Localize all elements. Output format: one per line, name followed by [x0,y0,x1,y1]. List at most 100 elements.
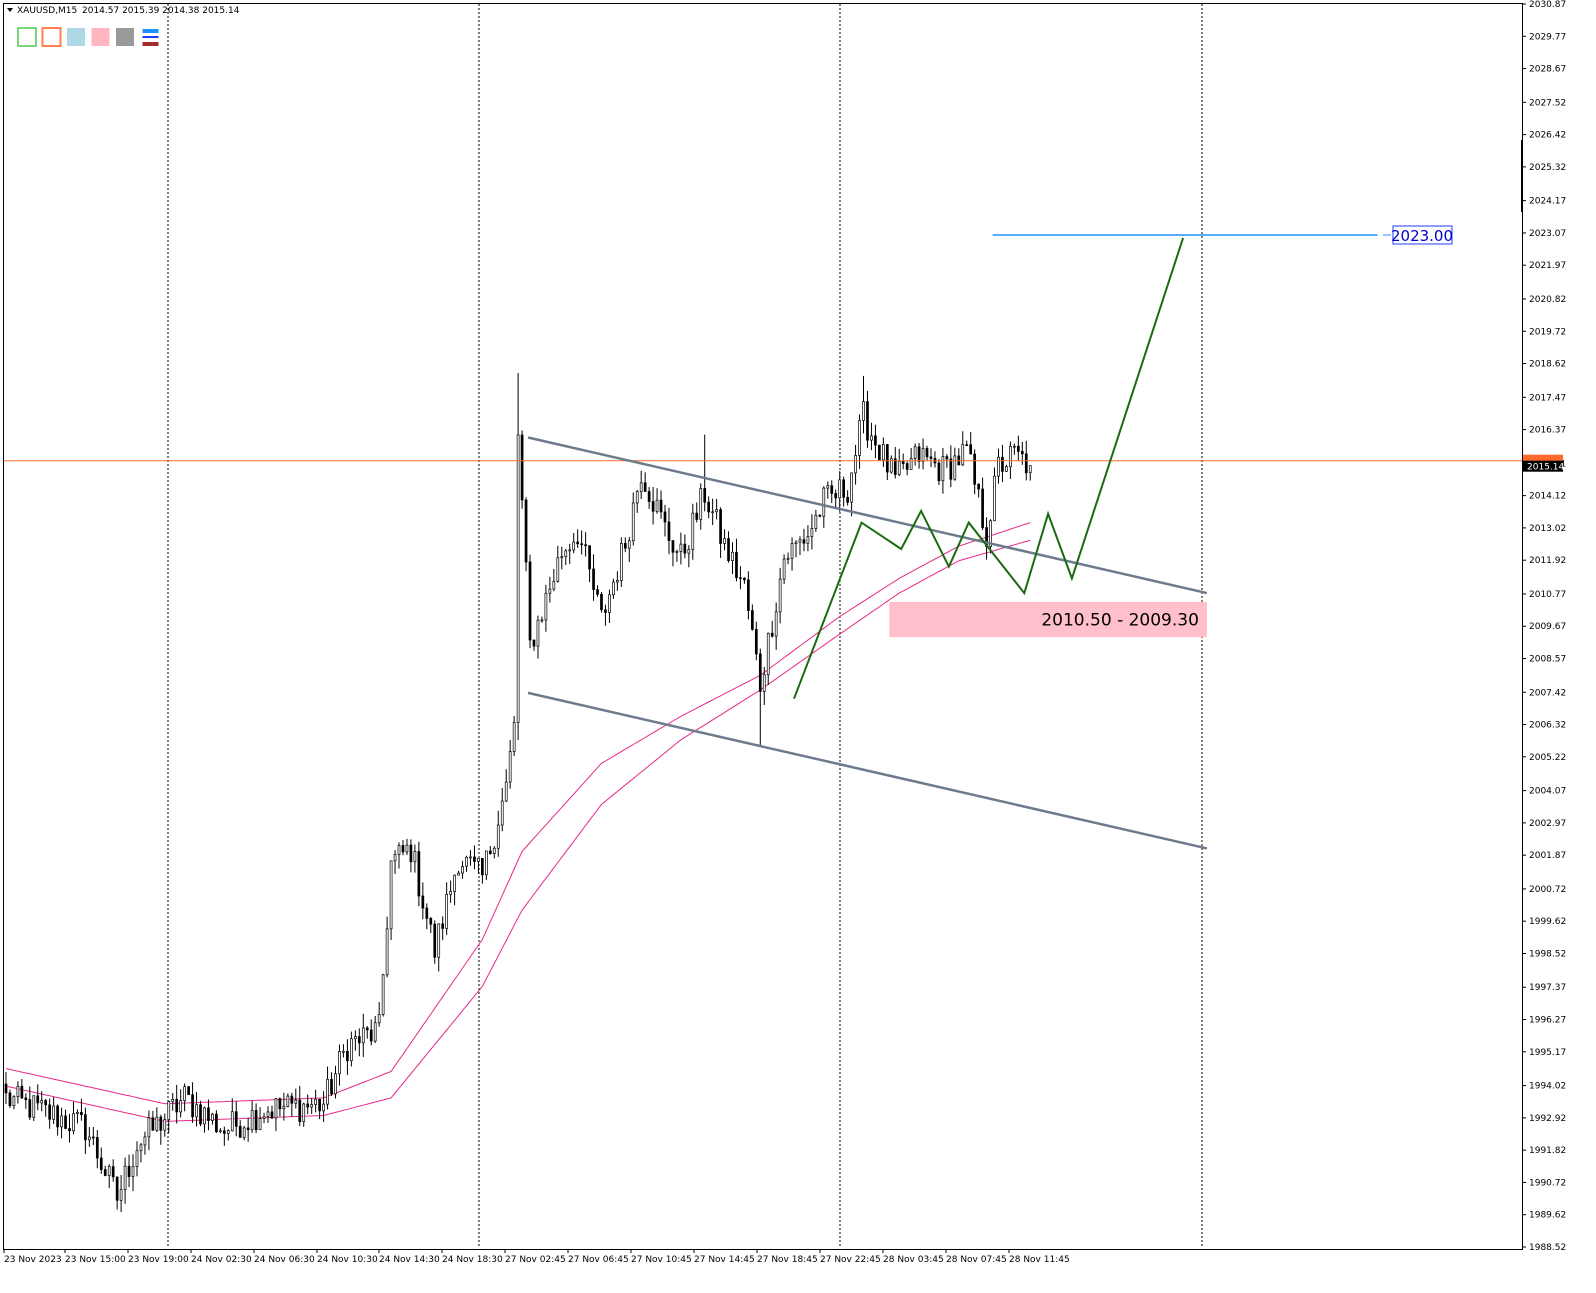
candle-body [989,520,992,547]
candle-body [679,543,683,552]
candle-body [226,1130,230,1134]
candle-body [659,499,663,513]
support-zone[interactable] [889,601,1207,638]
candle-body [477,857,480,862]
candle-body [766,632,770,676]
channel-lower-line[interactable] [527,691,1208,850]
candle-body [727,538,730,561]
candle-body [818,514,822,517]
candle-body [596,589,599,595]
pink-swatch[interactable] [91,28,110,46]
object-toolbar[interactable] [17,27,159,47]
lines-swatch-mid[interactable] [142,36,159,38]
candle-body [95,1137,99,1159]
time-tick-label: 28 Nov 03:45 [883,1255,944,1265]
candle-body [536,619,540,647]
candle-body [40,1100,44,1104]
candle-body [540,619,544,622]
candle-body [36,1095,40,1104]
chart-menu-triangle-icon[interactable] [7,8,13,12]
chart-symbol: XAUUSD,M15 [17,6,77,16]
candle-body [60,1115,63,1128]
candle-body [909,458,913,470]
candle-body [842,479,846,498]
price-tick-label: 2014.12 [1529,492,1566,502]
candle-body [977,483,980,490]
candle-body [405,844,409,853]
candle-body [687,549,691,554]
candle-body [627,540,631,549]
candle-body [750,610,754,630]
candle-body [651,501,655,512]
candle-body [965,444,969,447]
candle-body [155,1116,159,1131]
candle-body [334,1073,337,1095]
candle-body [973,453,977,485]
candle-body [8,1092,12,1107]
candle-body [882,444,885,461]
candle-body [385,928,389,976]
candle-body [524,499,528,563]
price-tick-label: 2004.07 [1529,787,1566,797]
candle-body [834,493,838,499]
candle-body [258,1118,262,1131]
current-price-tag [1523,460,1563,472]
candle-body [167,1101,171,1120]
candle-body [298,1099,302,1122]
projection-path[interactable] [793,237,1185,700]
price-tick-label: 2010.77 [1529,590,1566,600]
candle-body [250,1110,254,1131]
target-label-box[interactable] [1392,225,1453,245]
lightblue-swatch[interactable] [67,28,85,46]
candle-body [747,579,750,611]
price-tick-label: 2030.87 [1529,0,1566,10]
orange-rect-swatch[interactable] [41,27,62,47]
price-axis[interactable]: 2030.87 2029.77 2028.67 2027.52 2026.42 2025.… [1521,0,1566,1253]
candle-body [508,751,512,783]
candle-body [572,541,576,551]
candle-body [413,851,417,863]
price-tick-label: 2028.67 [1529,65,1566,75]
candle-body [294,1099,298,1104]
candle-body [397,845,401,855]
price-tick-label: 2017.47 [1529,393,1566,403]
candle-body [635,491,639,504]
candle-body [123,1165,127,1190]
candle-body [604,609,607,613]
gray-swatch[interactable] [116,28,134,46]
candle-body [548,588,552,594]
candle-body [473,856,476,862]
candle-body [322,1103,325,1112]
price-tick-label: 2009.67 [1529,622,1566,632]
candle-body [874,435,877,446]
green-rect-swatch[interactable] [17,27,37,47]
chart-drawings[interactable]: 2010.50 - 2009.30 2023.00 [4,225,1522,850]
candle-body [961,444,965,466]
candle-body [72,1113,75,1132]
target-level-label: 2023.00 [1391,227,1453,245]
candle-body [457,872,460,876]
candle-body [929,456,933,459]
lines-swatch-bottom[interactable] [142,42,159,46]
candle-body [997,456,1000,477]
candle-body [901,460,905,464]
candle-body [921,448,925,462]
candle-body [576,541,580,545]
candle-body [905,463,909,470]
candlesticks [4,372,1032,1213]
time-axis[interactable]: 23 Nov 2023 23 Nov 15:00 23 Nov 19:00 24 No… [3,1249,1070,1265]
candle-body [147,1117,151,1138]
price-tick-label: 1994.02 [1529,1082,1566,1092]
time-tick-label: 27 Nov 10:45 [631,1255,692,1265]
candle-body [969,444,973,455]
candle-body [290,1095,294,1104]
channel-upper-line[interactable] [527,436,1208,595]
price-tick-label: 1991.82 [1529,1146,1566,1156]
candle-body [115,1176,119,1201]
lines-swatch-top[interactable] [142,29,159,33]
price-tick-label: 2021.97 [1529,261,1566,271]
candle-body [806,536,810,544]
price-tick-label: 2024.17 [1529,197,1566,207]
candle-body [12,1096,16,1107]
